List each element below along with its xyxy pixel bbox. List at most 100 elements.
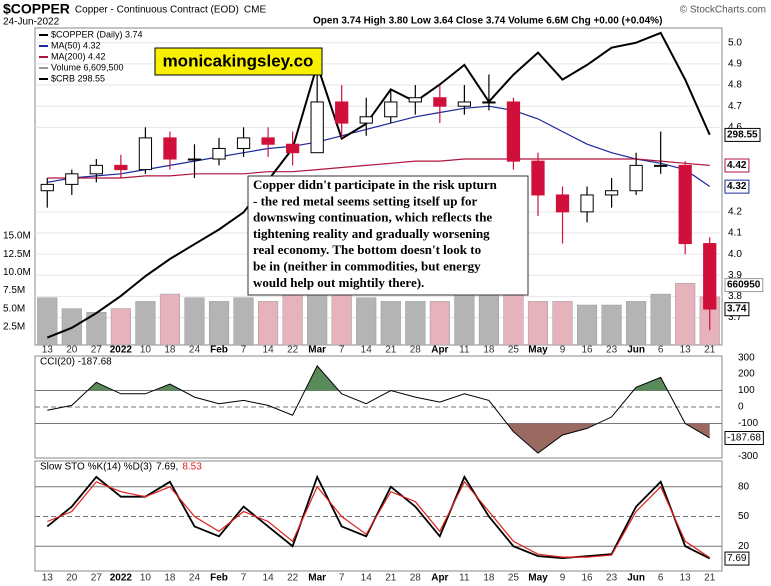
x-tick-label: 22 (287, 345, 299, 356)
candle-body (236, 137, 251, 149)
sto-line (46, 474, 711, 560)
candle-body (384, 101, 398, 118)
x-tick-label: 6 (658, 345, 664, 356)
sto-line (47, 480, 711, 559)
x-tick-label: 25 (508, 573, 520, 584)
x-tick-label: Apr (431, 573, 448, 584)
volume-bar (675, 282, 696, 346)
watermark-box (154, 47, 323, 76)
y-tick-label: 4.1 (728, 228, 742, 239)
x-tick-label: Feb (210, 573, 228, 584)
x-tick-label: 6 (658, 573, 664, 584)
last-value-label: 4.32 (727, 181, 747, 192)
last-value-label: -187.68 (727, 433, 761, 444)
x-tick-label: Mar (308, 345, 326, 356)
x-tick-label: 13 (42, 573, 54, 584)
last-value-label: 298.55 (727, 129, 758, 140)
candle-body (285, 143, 300, 154)
volume-bar (331, 286, 352, 346)
source: © StockCharts.com (680, 5, 766, 16)
x-tick-label: 23 (606, 345, 618, 356)
x-tick-label: Jun (627, 345, 645, 356)
volume-bar (258, 301, 279, 346)
candle-body (212, 147, 226, 160)
volume-bar (110, 308, 131, 346)
cci-line (47, 365, 710, 454)
x-tick-label: 7 (339, 573, 345, 584)
last-value-label: 660950 (727, 280, 761, 291)
x-tick-label: 27 (91, 345, 103, 356)
candle-body (555, 194, 570, 213)
last-value-label: 3.74 (727, 304, 747, 315)
y-tick-label: 20 (738, 541, 750, 552)
volume-tick-label: 7.5M (3, 285, 25, 296)
volume-bar (380, 301, 401, 346)
x-tick-label: 2022 (110, 573, 133, 584)
volume-bar (552, 301, 573, 346)
candle-body (163, 137, 177, 160)
y-tick-label: 4.6 (728, 122, 742, 133)
overlay-line (46, 31, 711, 339)
y-tick-label: -100 (738, 418, 758, 429)
watermark: monicakingsley.co (163, 51, 314, 70)
annotation-line: tightening reality and gradually worseni… (253, 226, 490, 241)
candle-body (359, 116, 373, 124)
candle-body (703, 243, 717, 310)
legend-label: 8.53 (182, 462, 202, 473)
volume-bar (454, 293, 475, 346)
last-value-label: 7.69 (727, 553, 747, 564)
x-tick-label: 7 (339, 345, 345, 356)
x-tick-label: 18 (164, 573, 176, 584)
candle-body (40, 183, 54, 192)
volume-bar (159, 293, 181, 346)
x-tick-label: 20 (66, 345, 78, 356)
volume-bar (527, 301, 549, 346)
y-tick-label: 3.9 (728, 270, 742, 281)
overlay-line (47, 158, 710, 179)
x-tick-label: 25 (508, 345, 520, 356)
candle-body (629, 164, 643, 192)
x-tick-label: 10 (140, 345, 152, 356)
x-tick-label: May (528, 345, 548, 356)
annotation-line: be in (neither in commodities, but energ… (253, 258, 481, 273)
volume-bar (650, 293, 671, 346)
candle-body (310, 101, 324, 154)
x-tick-label: 18 (483, 573, 495, 584)
x-tick-label: 14 (263, 573, 275, 584)
last-value-box (724, 127, 761, 142)
last-value-box (724, 158, 750, 173)
volume-bar (405, 301, 426, 346)
x-tick-label: 18 (164, 345, 176, 356)
annotation-line: would help out mightily there). (253, 275, 424, 290)
x-tick-label: 2022 (110, 345, 133, 356)
y-tick-label: 4.7 (728, 101, 742, 112)
x-tick-label: Jun (627, 573, 645, 584)
chart-subtitle: Copper - Continuous Contract (EOD) (75, 5, 239, 16)
chart-title: $COPPER (3, 1, 70, 17)
x-tick-label: 7 (241, 573, 247, 584)
x-tick-label: 10 (140, 573, 152, 584)
annotation-line: downswing continuation, which reflects t… (253, 210, 492, 225)
x-tick-label: 18 (483, 345, 495, 356)
candle-body (138, 137, 153, 171)
candle-body (604, 190, 619, 196)
x-tick-label: 13 (680, 345, 692, 356)
x-tick-label: 27 (91, 573, 103, 584)
x-tick-label: 7 (241, 345, 247, 356)
x-tick-label: May (528, 573, 548, 584)
y-tick-label: 4.0 (728, 249, 742, 260)
last-value-box (724, 551, 750, 566)
x-tick-label: 11 (459, 345, 470, 356)
volume-tick-label: 2.5M (3, 321, 25, 332)
x-tick-label: Apr (431, 345, 448, 356)
x-tick-label: 11 (459, 573, 470, 584)
panel-title: CCI(20) -187.68 (40, 357, 112, 368)
annotation-box (247, 175, 529, 296)
legend-label: MA(50) 4.32 (51, 40, 101, 50)
x-tick-label: 16 (581, 345, 593, 356)
candle-body (457, 101, 472, 107)
x-tick-label: 21 (704, 345, 716, 356)
panel-title: Slow STO %K(14) %D(3) (40, 462, 152, 473)
volume-bar (233, 297, 254, 346)
